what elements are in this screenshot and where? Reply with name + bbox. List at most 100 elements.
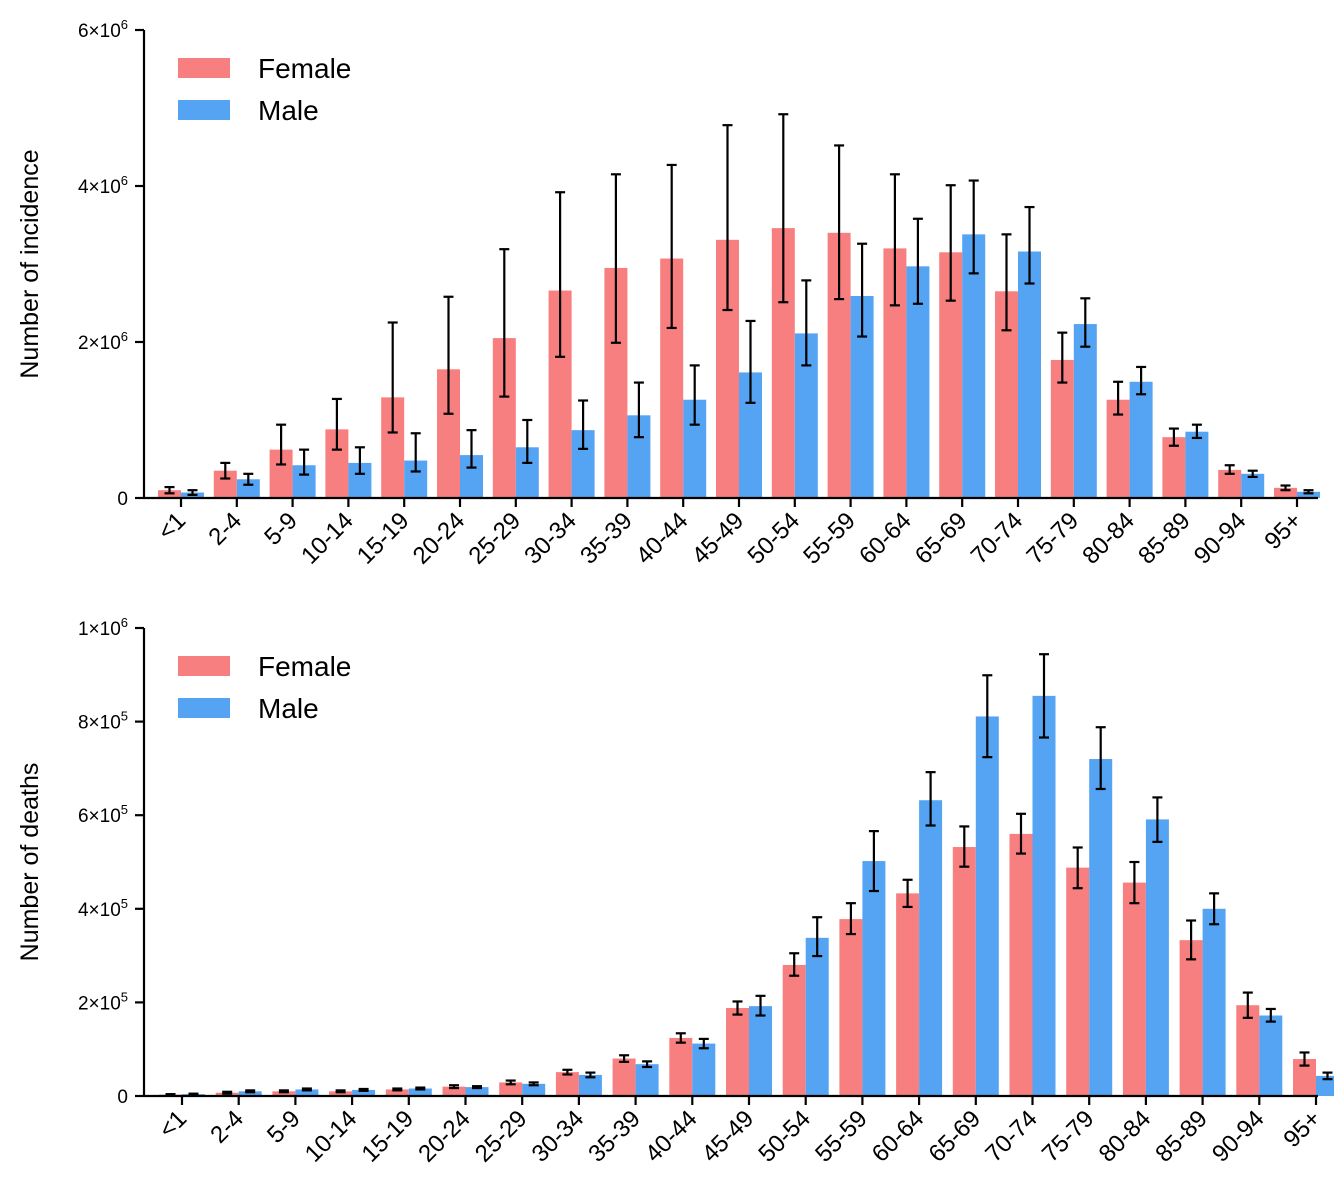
- bar-male-60-64: [906, 266, 930, 498]
- error-bar: [1186, 919, 1197, 961]
- x-tick-label: 55-59: [798, 507, 861, 570]
- x-tick-label: 90-94: [1207, 1105, 1270, 1168]
- error-bar: [410, 432, 421, 473]
- bar-male-85-89: [1202, 908, 1226, 1096]
- series-male: [181, 179, 1320, 499]
- y-tick-label: 2×106: [78, 329, 128, 354]
- error-bar: [220, 461, 231, 480]
- bar-female-50-54: [782, 964, 806, 1096]
- bar-male-70-74: [1018, 251, 1041, 498]
- error-bar: [392, 1087, 403, 1092]
- x-tick-label: 40-44: [640, 1105, 703, 1168]
- bar-male-75-79: [1089, 759, 1113, 1096]
- error-bar: [1024, 205, 1035, 285]
- x-tick-label: 50-54: [753, 1105, 816, 1168]
- bar-female-65-69: [952, 847, 976, 1096]
- error-bar: [578, 399, 589, 450]
- bar-male-15-19: [408, 1088, 432, 1096]
- error-bar: [1191, 423, 1202, 440]
- x-tick-label: 20-24: [413, 1105, 476, 1168]
- bar-female-80-84: [1122, 882, 1146, 1096]
- x-tick-label: 20-24: [408, 507, 471, 570]
- bar-male-60-64: [919, 800, 943, 1096]
- error-bar: [245, 1089, 256, 1094]
- x-tick-label: 15-19: [352, 507, 415, 570]
- bar-female-60-64: [883, 248, 907, 498]
- error-bar: [801, 279, 812, 367]
- legend-swatch-female: [178, 656, 230, 676]
- bar-female-35-39: [612, 1058, 636, 1096]
- bar-male-2-4: [238, 1091, 262, 1096]
- bar-female-30-34: [555, 1072, 579, 1096]
- bar-male-30-34: [578, 1074, 602, 1096]
- error-bar: [1152, 796, 1163, 843]
- bar-male-15-19: [404, 460, 428, 498]
- error-bar: [472, 1085, 482, 1090]
- bar-male-75-79: [1073, 324, 1097, 498]
- x-tick-label: 75-79: [1022, 507, 1085, 570]
- x-tick-label: <1: [154, 1105, 192, 1143]
- error-bar: [689, 364, 700, 426]
- error-bar: [1001, 233, 1012, 332]
- bar-male-40-44: [692, 1043, 716, 1096]
- error-bar: [745, 319, 756, 404]
- error-bar: [778, 113, 789, 304]
- bar-female-95+: [1293, 1059, 1316, 1096]
- bar-male-90-94: [1259, 1015, 1283, 1096]
- error-bar: [945, 184, 956, 302]
- error-bar: [562, 1068, 573, 1076]
- bar-female-30-34: [548, 290, 572, 498]
- x-tick-label: 15-19: [357, 1105, 420, 1168]
- bar-male-40-44: [683, 399, 707, 498]
- x-tick-label: 95+: [1259, 507, 1307, 555]
- error-bar: [387, 321, 398, 434]
- error-bar: [1057, 331, 1068, 384]
- bar-female-2-4: [213, 470, 237, 498]
- x-tick-label: 90-94: [1189, 507, 1252, 570]
- error-bar: [619, 1054, 630, 1063]
- y-tick-label: 1×106: [78, 615, 128, 640]
- error-bar: [857, 242, 868, 338]
- error-bar: [301, 1087, 312, 1092]
- bar-female-15-19: [385, 1089, 409, 1096]
- bar-male-90-94: [1241, 473, 1265, 498]
- bar-male-20-24: [465, 1087, 489, 1096]
- x-tick-label: 30-34: [527, 1105, 590, 1168]
- y-tick-label: 4×106: [78, 173, 128, 198]
- legend-label-male: Male: [258, 693, 319, 724]
- x-tick-label: 95+: [1278, 1105, 1326, 1153]
- bar-female-50-54: [771, 228, 795, 498]
- error-bar: [164, 485, 175, 495]
- error-bar: [335, 1089, 346, 1094]
- error-bar: [1265, 1007, 1276, 1023]
- error-bar: [755, 994, 766, 1017]
- error-bar: [925, 771, 936, 827]
- x-tick-label: 10-14: [300, 1105, 363, 1168]
- chart-1: 0 2×106 4×106 6×106 <1 2-4 5-910-1415-1920-242…: [16, 17, 1320, 570]
- bar-female-75-79: [1066, 867, 1090, 1096]
- error-bar: [1303, 489, 1314, 495]
- legend-label-female: Female: [258, 651, 351, 682]
- error-bar: [812, 916, 823, 958]
- error-bar: [642, 1060, 653, 1069]
- error-bar: [1280, 484, 1291, 492]
- error-bar: [1247, 469, 1258, 479]
- error-bar: [1039, 653, 1049, 739]
- error-bar: [633, 381, 644, 439]
- bar-female-25-29: [492, 338, 516, 498]
- legend-label-male: Male: [258, 95, 319, 126]
- x-tick-label: 35-39: [575, 507, 638, 570]
- x-tick-label: 80-84: [1094, 1105, 1157, 1168]
- x-tick-label: 25-29: [464, 507, 527, 570]
- error-bar: [499, 248, 510, 398]
- error-bar: [443, 295, 454, 415]
- error-bar: [222, 1090, 233, 1095]
- bar-female-45-49: [716, 239, 739, 498]
- error-bar: [585, 1071, 596, 1079]
- error-bar: [555, 191, 566, 358]
- error-bar: [1129, 860, 1140, 905]
- error-bar: [449, 1084, 459, 1090]
- bar-male-25-29: [515, 447, 539, 498]
- x-tick-label: 55-59: [810, 1105, 873, 1168]
